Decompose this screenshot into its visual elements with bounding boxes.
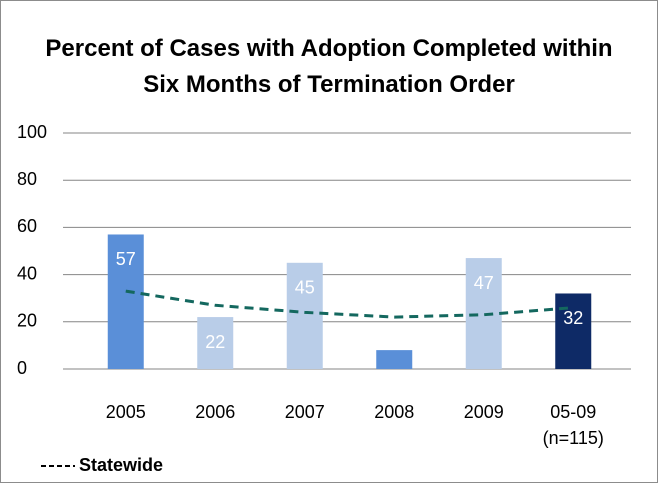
y-tick-label: 20 <box>17 311 37 331</box>
x-tick-label: 2009 <box>463 402 504 422</box>
data-label: 32 <box>563 308 583 328</box>
chart-title: Percent of Cases with Adoption Completed… <box>45 35 613 98</box>
bar <box>376 350 413 369</box>
data-label: 57 <box>116 249 136 269</box>
data-label: 47 <box>474 273 494 293</box>
bar <box>555 293 592 369</box>
legend-label: Statewide <box>79 455 163 475</box>
x-tick-label: 2006 <box>195 402 236 422</box>
y-tick-label: 40 <box>17 263 37 283</box>
data-label: 45 <box>295 278 315 298</box>
bar <box>107 234 144 369</box>
bar <box>197 317 234 369</box>
x-tick-label: 2007 <box>284 402 325 422</box>
x-tick-label: 2005 <box>105 402 146 422</box>
x-tick-label: 2008 <box>374 402 415 422</box>
y-tick-label: 60 <box>17 216 37 236</box>
x-tick-label: 05-09 (n=115) <box>542 402 604 448</box>
y-tick-label: 0 <box>17 358 27 378</box>
statewide-line <box>125 289 574 319</box>
y-tick-label: 80 <box>17 169 37 189</box>
data-label: 22 <box>205 332 225 352</box>
y-tick-label: 100 <box>17 122 47 142</box>
bar <box>286 262 323 369</box>
